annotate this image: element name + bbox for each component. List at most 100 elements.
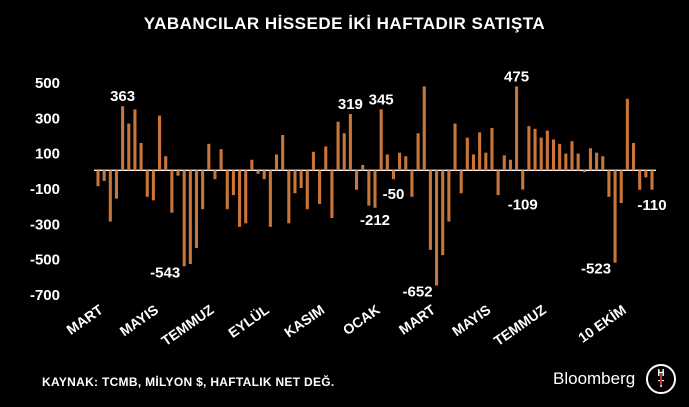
bar — [625, 98, 629, 171]
bar — [268, 170, 272, 227]
bar — [250, 159, 254, 171]
bar — [367, 170, 371, 206]
x-tick-label: TEMMUZ — [158, 301, 217, 349]
bar — [158, 115, 162, 171]
bar — [576, 153, 580, 171]
data-label: -543 — [150, 264, 180, 281]
bar — [490, 127, 494, 171]
bar — [521, 170, 525, 190]
data-label: 319 — [338, 96, 363, 113]
x-tick-label: MART — [396, 301, 439, 338]
bar — [127, 123, 131, 171]
bar — [545, 130, 549, 171]
bar — [398, 152, 402, 171]
bar — [287, 170, 291, 224]
x-tick-label: MAYIS — [117, 301, 161, 339]
bar — [422, 86, 426, 171]
bar — [213, 170, 217, 180]
bar — [238, 170, 242, 227]
bar — [318, 170, 322, 204]
bar — [478, 132, 482, 171]
bar — [410, 170, 414, 197]
bar — [244, 170, 248, 224]
bar — [582, 170, 586, 173]
bar — [182, 170, 186, 267]
bar — [373, 170, 377, 208]
data-label: -652 — [403, 284, 433, 301]
bar — [496, 170, 500, 196]
y-tick-label: 500 — [35, 75, 60, 92]
bar — [465, 137, 469, 171]
y-tick-label: -700 — [30, 287, 60, 304]
bar — [96, 170, 100, 187]
bar — [644, 170, 648, 178]
bar — [539, 137, 543, 171]
bar — [650, 170, 654, 190]
bar — [379, 109, 383, 171]
data-label: -50 — [383, 186, 405, 203]
bar — [619, 170, 623, 204]
bar — [558, 143, 562, 171]
y-tick-label: -100 — [30, 181, 60, 198]
bar — [638, 170, 642, 190]
bar — [416, 133, 420, 171]
y-tick-label: -300 — [30, 216, 60, 233]
x-tick-label: 10 EKİM — [575, 301, 629, 345]
data-label: 475 — [504, 68, 529, 85]
bar — [588, 148, 592, 171]
x-tick-label: TEMMUZ — [491, 301, 550, 349]
bar — [527, 126, 531, 171]
bar — [219, 149, 223, 171]
bar — [508, 159, 512, 171]
bar — [515, 86, 519, 171]
bar — [385, 154, 389, 171]
bar — [564, 153, 568, 171]
bar — [299, 170, 303, 188]
bar — [201, 170, 205, 210]
bar — [342, 133, 346, 171]
y-tick-label: 100 — [35, 146, 60, 163]
data-label: -523 — [581, 261, 611, 278]
bar — [459, 170, 463, 194]
bar — [324, 146, 328, 171]
y-tick-label: -500 — [30, 252, 60, 269]
bar — [194, 170, 199, 249]
bar — [595, 152, 599, 171]
bar — [330, 170, 334, 219]
bar — [139, 142, 143, 171]
bar — [108, 170, 112, 222]
x-tick-label: OCAK — [340, 301, 383, 338]
bar — [145, 170, 149, 197]
data-label: -110 — [637, 197, 666, 214]
bar — [274, 154, 279, 171]
bar — [484, 152, 488, 171]
bar — [207, 143, 211, 171]
bar — [348, 113, 352, 171]
bar — [435, 170, 439, 286]
bar — [114, 170, 119, 199]
chart-title: YABANCILAR HİSSEDE İKİ HAFTADIR SATIŞTA — [143, 14, 546, 33]
x-tick-label: KASIM — [281, 301, 327, 340]
bar — [121, 106, 125, 171]
bar — [502, 155, 506, 171]
bar — [225, 170, 229, 210]
bar — [613, 170, 617, 263]
bar — [551, 139, 556, 171]
bar — [354, 170, 359, 190]
bar — [631, 142, 636, 171]
bar — [256, 170, 260, 174]
logo-bar — [660, 373, 662, 385]
bar — [391, 170, 396, 180]
bar — [533, 128, 537, 171]
bar — [262, 170, 266, 180]
y-tick-label: 300 — [35, 110, 60, 127]
x-tick-label: MAYIS — [449, 301, 493, 339]
source-note: KAYNAK: TCMB, MİLYON $, HAFTALIK NET DEĞ… — [42, 375, 335, 389]
bar — [428, 170, 432, 250]
bar — [164, 156, 168, 171]
bar — [404, 156, 408, 171]
bar — [231, 170, 235, 196]
bar — [570, 141, 574, 171]
bar — [601, 156, 605, 171]
